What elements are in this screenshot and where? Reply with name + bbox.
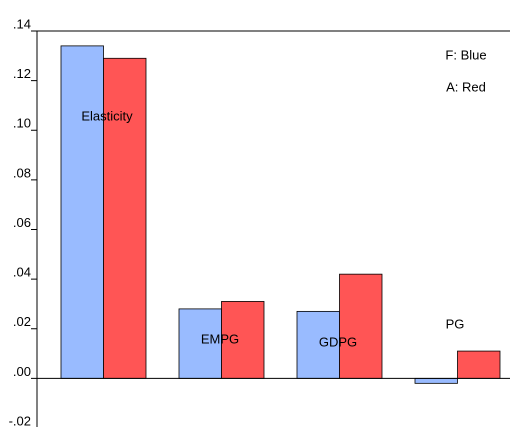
annotation: A: Red xyxy=(446,79,486,94)
y-tick-label: -.02 xyxy=(9,413,31,427)
bar xyxy=(457,350,501,379)
annotation: F: Blue xyxy=(445,47,486,62)
category-label: GDPG xyxy=(319,334,357,349)
y-tick-label: .02 xyxy=(13,314,31,329)
category-label: PG xyxy=(446,316,465,331)
bar xyxy=(60,45,104,379)
category-label: Elasticity xyxy=(81,108,133,123)
category-label: EMPG xyxy=(201,331,239,346)
bar xyxy=(339,273,383,379)
y-tick-label: .00 xyxy=(13,364,31,379)
bar xyxy=(414,377,458,384)
bar xyxy=(103,57,147,379)
y-tick-label: .04 xyxy=(13,265,31,280)
y-tick-label: .14 xyxy=(13,16,31,31)
y-tick-label: .12 xyxy=(13,66,31,81)
y-tick-label: .10 xyxy=(13,116,31,131)
bar xyxy=(296,310,340,379)
y-tick-label: .06 xyxy=(13,215,31,230)
y-tick-label: .08 xyxy=(13,165,31,180)
